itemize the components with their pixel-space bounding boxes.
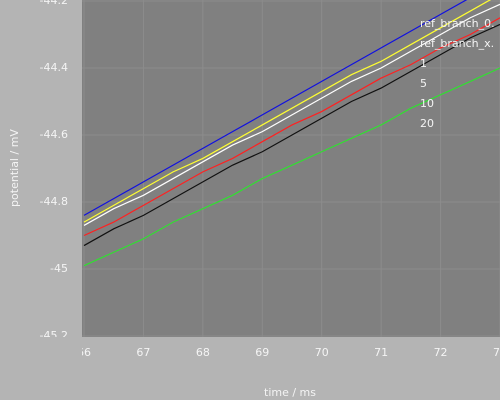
series-line — [83, 0, 468, 216]
series-line — [83, 3, 500, 226]
y-tick-label: -45.2 — [40, 329, 68, 342]
y-axis-label: potential / mV — [8, 129, 21, 207]
x-tick-label: 71 — [374, 346, 388, 359]
series-line — [83, 0, 492, 223]
legend-label: 10 — [420, 97, 434, 110]
series-line — [83, 67, 500, 267]
legend-label: ref_branch_x. — [420, 37, 494, 50]
y-tick-label: -44.6 — [40, 128, 68, 141]
x-axis-label: time / ms — [264, 386, 316, 399]
legend-label: 5 — [420, 77, 427, 90]
series-line — [83, 17, 500, 237]
x-tick-label: 67 — [136, 346, 150, 359]
x-tick-label: 68 — [196, 346, 210, 359]
legend-label: ref_branch_0. — [420, 17, 495, 30]
x-tick-label: 72 — [434, 346, 448, 359]
x-tick-label: 66 — [77, 346, 91, 359]
x-tick-label: 73 — [493, 346, 500, 359]
y-tick-label: -44.2 — [40, 0, 68, 7]
x-tick-label: 69 — [255, 346, 269, 359]
series-line — [83, 23, 500, 247]
y-tick-label: -44.8 — [40, 195, 68, 208]
y-tick-label: -44.4 — [40, 61, 68, 74]
y-tick-label: -45 — [50, 262, 68, 275]
legend-label: 20 — [420, 117, 434, 130]
legend-label: 1 — [420, 57, 427, 70]
x-tick-label: 70 — [315, 346, 329, 359]
plot-area — [82, 0, 500, 337]
